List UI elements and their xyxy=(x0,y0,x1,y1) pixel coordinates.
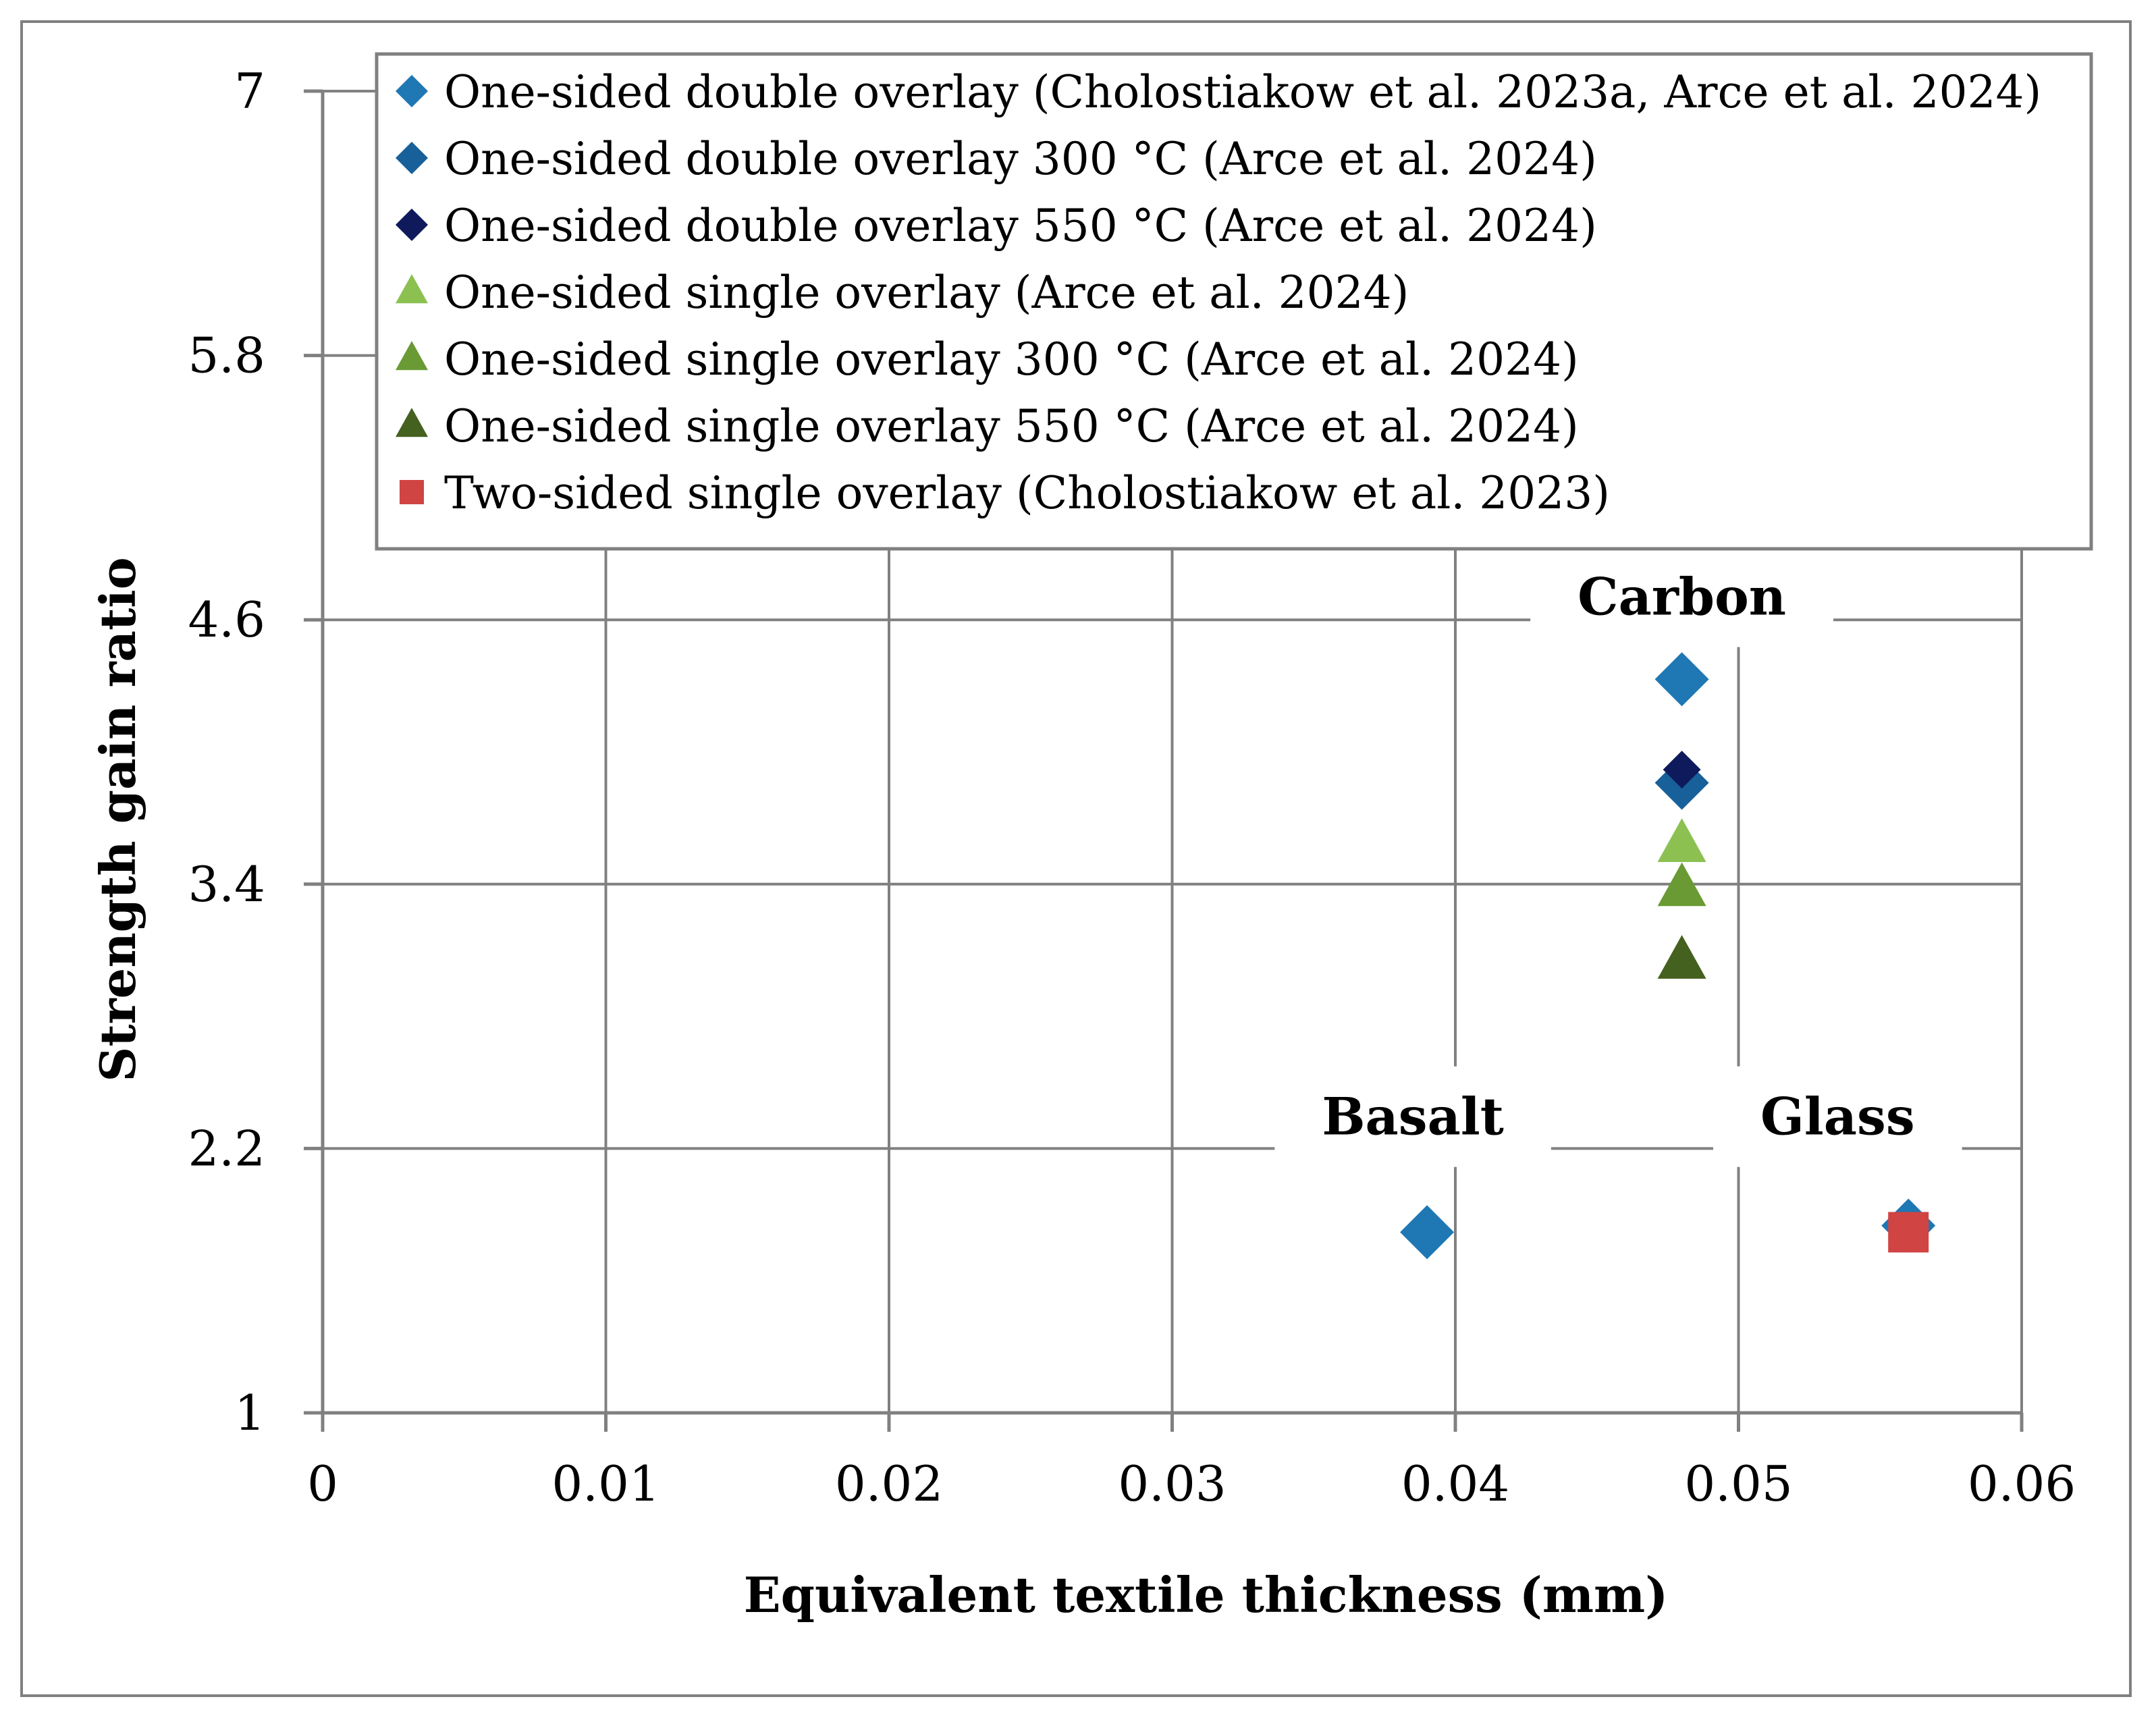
y-tick-label: 2.2 xyxy=(188,1120,265,1177)
annotation-bg xyxy=(1274,1066,1551,1167)
legend-entry-1: One-sided double overlay 300 °C (Arce et… xyxy=(444,133,1597,185)
x-tick-label: 0.02 xyxy=(835,1455,943,1512)
legend-marker-1 xyxy=(396,142,428,174)
legend-entry-3: One-sided single overlay (Arce et al. 20… xyxy=(444,267,1409,319)
data-point-s3-p0 xyxy=(1657,818,1706,862)
data-points xyxy=(1400,652,1936,1260)
legend-marker-6 xyxy=(400,480,424,504)
legend-marker-5 xyxy=(396,408,428,437)
data-point-s0-p0 xyxy=(1400,1205,1455,1260)
x-axis-title: Equivalent textile thickness (mm) xyxy=(744,1566,1669,1623)
data-point-s0-p1 xyxy=(1654,652,1709,707)
legend-marker-2 xyxy=(396,209,428,241)
legend-entry-5: One-sided single overlay 550 °C (Arce et… xyxy=(444,400,1579,452)
legend-entry-0: One-sided double overlay (Cholostiakow e… xyxy=(444,66,2041,118)
y-tick-label: 3.4 xyxy=(188,856,265,913)
annotation-glass: Glass xyxy=(1760,1087,1915,1147)
y-tick-label: 4.6 xyxy=(188,591,265,648)
annotation-carbon: Carbon xyxy=(1578,567,1786,627)
annotation-basalt: Basalt xyxy=(1322,1087,1504,1147)
legend-marker-0 xyxy=(396,75,428,107)
data-point-s2-p0 xyxy=(1663,751,1701,789)
legend-entry-6: Two-sided single overlay (Cholostiakow e… xyxy=(444,467,1610,519)
y-tick-label: 7 xyxy=(234,63,265,119)
tick-labels: 0 0.01 0.02 0.03 0.04 0.05 0.06 1 2.2 3.4 4.6 5.8 7 xyxy=(188,63,2076,1512)
data-point-s6-p0 xyxy=(1888,1212,1929,1253)
annotation-bg xyxy=(1530,546,1834,647)
data-point-s5-p0 xyxy=(1657,935,1706,979)
annotations: Carbon Basalt Glass xyxy=(1274,546,1962,1167)
legend-box xyxy=(375,52,2093,551)
y-axis-title: Strength gain ratio xyxy=(89,557,146,1081)
legend-entry-2: One-sided double overlay 550 °C (Arce et… xyxy=(444,200,1597,252)
x-tick-label: 0.04 xyxy=(1401,1455,1509,1512)
y-tick-label: 5.8 xyxy=(188,327,265,384)
x-tick-label: 0 xyxy=(307,1455,338,1512)
data-point-s4-p0 xyxy=(1657,862,1706,907)
x-tick-label: 0.05 xyxy=(1684,1455,1792,1512)
legend-marker-4 xyxy=(396,341,428,371)
axes xyxy=(304,89,2024,1432)
x-tick-label: 0.03 xyxy=(1118,1455,1226,1512)
legend-marker-3 xyxy=(396,274,428,304)
x-tick-label: 0.01 xyxy=(551,1455,659,1512)
x-tick-label: 0.06 xyxy=(1968,1455,2076,1512)
y-tick-label: 1 xyxy=(234,1385,265,1441)
annotation-bg xyxy=(1713,1066,1962,1167)
legend: One-sided double overlay (Cholostiakow e… xyxy=(375,52,2093,551)
legend-entry-4: One-sided single overlay 300 °C (Arce et… xyxy=(444,333,1579,385)
